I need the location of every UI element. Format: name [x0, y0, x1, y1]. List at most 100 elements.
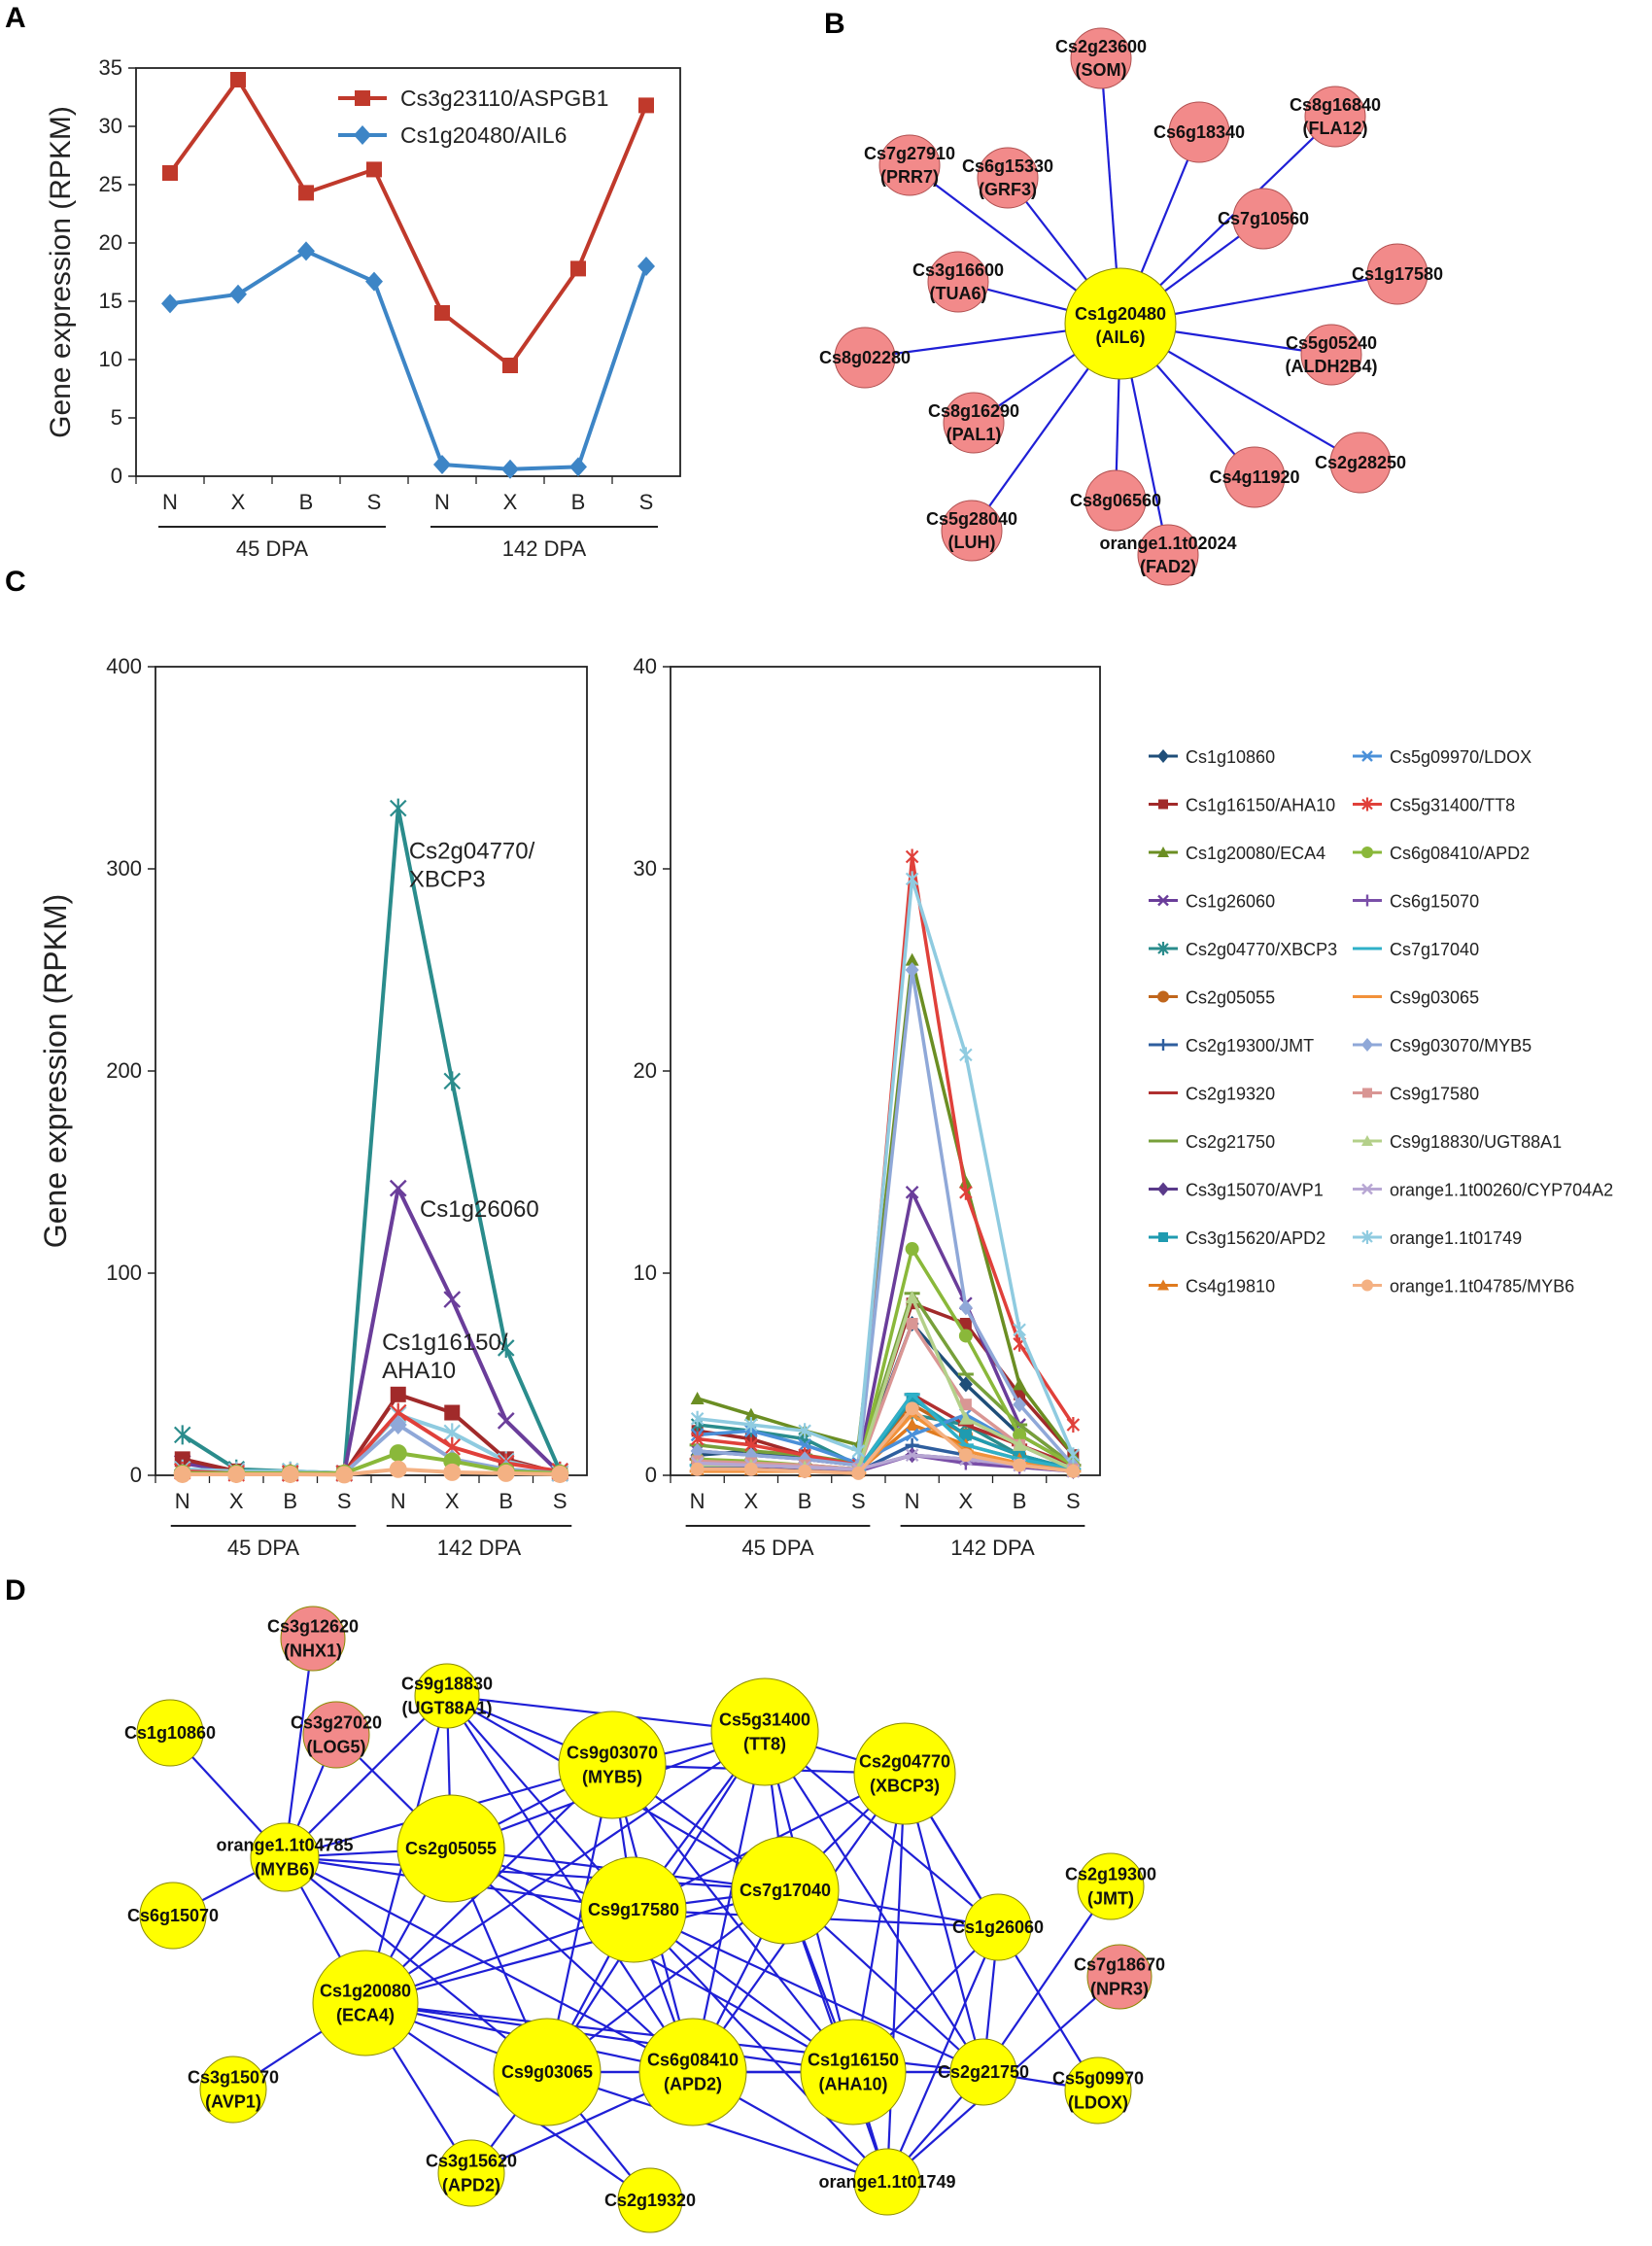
edge	[971, 323, 1121, 532]
node-label: orange1.1t04785	[216, 1836, 353, 1855]
data-point-cs6g08410-apd2	[1013, 1428, 1027, 1442]
data-point-cs9g03070-myb5	[905, 962, 919, 978]
legend-marker	[355, 90, 370, 106]
edge	[852, 1926, 999, 2073]
data-point-cs1g20480-ail6	[161, 294, 179, 314]
node-label: Cs5g05240	[1286, 333, 1377, 353]
data-point-cs1g16150-aha10	[1067, 1449, 1080, 1462]
data-point-cs2g21750	[689, 1443, 706, 1447]
data-point-cs1g16150-aha10	[174, 1451, 190, 1468]
node-cs3g15070	[199, 2056, 267, 2124]
data-point-orange1-1t04785-myb6	[389, 1460, 407, 1478]
plot-frame	[135, 67, 681, 477]
data-point-cs6g15070	[851, 1464, 866, 1478]
series-line-cs1g10860	[697, 1322, 1075, 1468]
node-label: (ECA4)	[336, 2006, 395, 2025]
data-point-cs5g31400-tt8	[744, 1436, 758, 1453]
edge	[784, 1888, 999, 1929]
data-point-orange1-1t00260-cyp704a2	[959, 1452, 973, 1467]
series-line-orange1-1t01749	[697, 877, 1075, 1456]
data-point-cs5g31400-tt8	[959, 1184, 973, 1200]
edge	[610, 1764, 695, 2073]
data-point-cs2g05055	[798, 1460, 812, 1474]
node-label: Cs8g02280	[819, 348, 911, 367]
data-point-cs6g08410-apd2	[227, 1464, 246, 1482]
data-point-cs6g08410-apd2	[743, 1454, 758, 1469]
data-point-cs1g20080-eca4	[1066, 1448, 1081, 1462]
series-line-cs2g19320	[697, 1393, 1074, 1471]
edge	[446, 1694, 613, 1767]
data-point-cs1g26060	[227, 1462, 246, 1480]
data-point-cs3g15620-apd2	[959, 1429, 972, 1441]
data-point-cs3g15070-avp1	[851, 1461, 866, 1477]
data-point-cs5g31400-tt8	[1066, 1417, 1081, 1433]
data-point-cs6g08410-apd2	[905, 1242, 919, 1257]
data-point-cs2g05055	[958, 1428, 973, 1442]
node-cs3g27020	[302, 1701, 370, 1769]
group-label: 142 DPA	[502, 536, 587, 561]
node-label: (NPR3)	[1090, 1980, 1149, 1999]
edge	[692, 1889, 786, 2073]
data-point-cs2g04770-xbcp3	[227, 1459, 246, 1479]
data-point-cs2g04770-xbcp3	[551, 1461, 569, 1481]
data-point-cs1g26060	[959, 1296, 973, 1311]
data-point-cs2g21750	[797, 1453, 813, 1457]
node-label: Cs3g15070	[188, 2068, 279, 2088]
edge	[982, 2070, 1099, 2092]
data-point-cs3g23110-aspgb1	[434, 305, 450, 321]
edge	[283, 1734, 338, 1858]
data-point-cs9g03070-myb5	[551, 1463, 569, 1483]
data-point-cs2g19300-jmt	[905, 1437, 919, 1452]
y-tick-label: 35	[99, 55, 122, 80]
edge	[981, 1926, 1000, 2073]
legend-label: Cs1g26060	[1186, 892, 1275, 912]
data-point-cs3g15620-apd2	[1014, 1449, 1026, 1462]
node-label: Cs5g09970	[1052, 2069, 1144, 2089]
edge	[450, 1848, 694, 2073]
node-label: Cs2g19300	[1065, 1865, 1156, 1884]
series-line-orange1-1t04785-myb6	[182, 1467, 561, 1477]
data-point-cs4g19810	[958, 1437, 973, 1451]
node-cs8g16290	[943, 392, 1005, 454]
series-line-cs6g15070	[697, 1453, 1074, 1473]
data-point-cs1g10860	[905, 1316, 919, 1331]
edge	[1119, 323, 1170, 556]
edge	[284, 1856, 366, 2004]
x-tick-label: S	[337, 1489, 352, 1513]
data-point-cs2g04770-xbcp3	[389, 798, 407, 818]
data-point-cs2g19320	[742, 1462, 759, 1466]
data-point-cs9g17580	[959, 1399, 972, 1411]
edge	[784, 1773, 906, 1891]
node-cs9g17580	[580, 1856, 687, 1963]
node-label: Cs5g31400	[719, 1710, 810, 1730]
edge	[764, 1731, 999, 1928]
node-label: (AHA10)	[818, 2075, 887, 2094]
data-point-cs2g04770-xbcp3	[690, 1417, 705, 1433]
chart-annotation: Cs1g16150/	[382, 1330, 508, 1356]
legend-label: Cs3g15620/APD2	[1186, 1228, 1325, 1248]
data-point-orange1-1t00260-cyp704a2	[744, 1458, 758, 1472]
data-point-cs6g15070	[798, 1464, 812, 1478]
series-line-cs5g31400-tt8	[697, 854, 1075, 1468]
node-label: (TUA6)	[930, 284, 987, 303]
data-point-cs3g15620-apd2	[852, 1465, 865, 1477]
group-label: 142 DPA	[950, 1536, 1035, 1560]
legend-marker	[1156, 1139, 1170, 1143]
legend-label: Cs2g04770/XBCP3	[1186, 940, 1337, 959]
legend-label: Cs5g31400/TT8	[1390, 796, 1515, 815]
node-label: Cs3g16600	[912, 260, 1004, 280]
edge	[763, 1731, 855, 2073]
data-point-cs9g18830-ugt88a1	[743, 1458, 758, 1471]
x-tick-label: X	[231, 490, 246, 514]
edge	[633, 1909, 888, 2183]
data-point-orange1-1t01749	[497, 1451, 515, 1471]
data-point-cs5g31400-tt8	[173, 1461, 191, 1481]
node-cs2g21750	[949, 2038, 1017, 2106]
edge	[611, 1764, 854, 2073]
edge	[784, 1889, 984, 2073]
data-point-cs3g23110-aspgb1	[298, 185, 314, 201]
data-point-cs1g16150-aha10	[552, 1465, 568, 1481]
data-point-cs2g04770-xbcp3	[851, 1457, 866, 1473]
data-point-orange1-1t04785-myb6	[1066, 1464, 1081, 1478]
node-label: Cs7g17040	[740, 1881, 831, 1900]
